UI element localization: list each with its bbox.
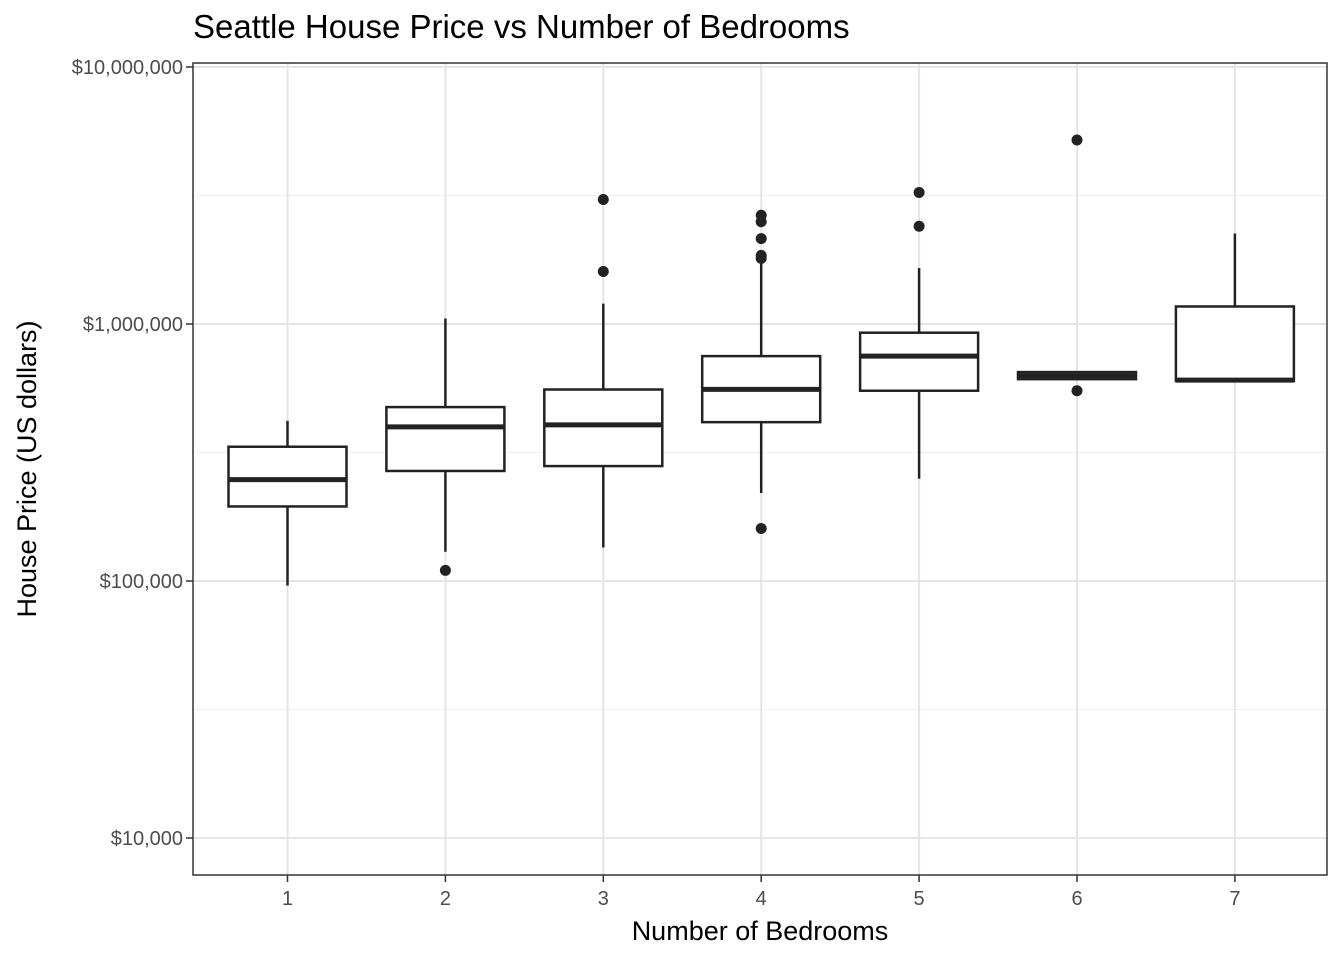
outlier-point: [597, 266, 609, 278]
axes: $10,000 $100,000 $1,000,000 $10,000,000 1 2 3 4…: [72, 57, 1241, 910]
x-tick-label: 4: [756, 888, 767, 910]
box-iqr: [227, 445, 348, 508]
x-tick-label: 1: [282, 888, 293, 910]
outlier-point: [755, 523, 767, 535]
outlier-point: [1071, 134, 1083, 146]
chart-title: Seattle House Price vs Number of Bedroom…: [193, 8, 850, 45]
box-iqr: [385, 405, 506, 473]
box-iqr: [1174, 305, 1296, 383]
box-iqr: [543, 388, 664, 468]
outlier-point: [755, 233, 767, 245]
y-tick-label: $1,000,000: [83, 314, 183, 336]
outlier-point: [755, 209, 767, 221]
box-5: [858, 186, 980, 479]
x-axis-title: Number of Bedrooms: [632, 916, 889, 946]
x-tick-label: 7: [1229, 888, 1240, 910]
boxplot-series: [227, 134, 1296, 586]
x-tick-label: 6: [1071, 888, 1082, 910]
outlier-point: [597, 194, 609, 206]
box-1: [227, 420, 348, 586]
x-tick-label: 5: [914, 888, 925, 910]
y-tick-label: $100,000: [100, 571, 183, 593]
box-7: [1174, 233, 1296, 383]
outlier-point: [755, 249, 767, 261]
box-3: [543, 194, 664, 548]
box-iqr: [858, 331, 980, 392]
y-tick-label: $10,000: [111, 828, 183, 850]
y-tick-label: $10,000,000: [72, 57, 183, 79]
panel-border: [192, 62, 1328, 876]
box-6: [1016, 134, 1138, 397]
outlier-point: [1071, 385, 1083, 397]
x-tick-label: 2: [440, 888, 451, 910]
outlier-point: [913, 186, 925, 198]
y-axis-title: House Price (US dollars): [12, 320, 42, 617]
outlier-point: [439, 564, 451, 576]
box-2: [385, 318, 506, 576]
outlier-point: [913, 220, 925, 232]
box-4: [700, 209, 822, 535]
x-tick-label: 3: [598, 888, 609, 910]
